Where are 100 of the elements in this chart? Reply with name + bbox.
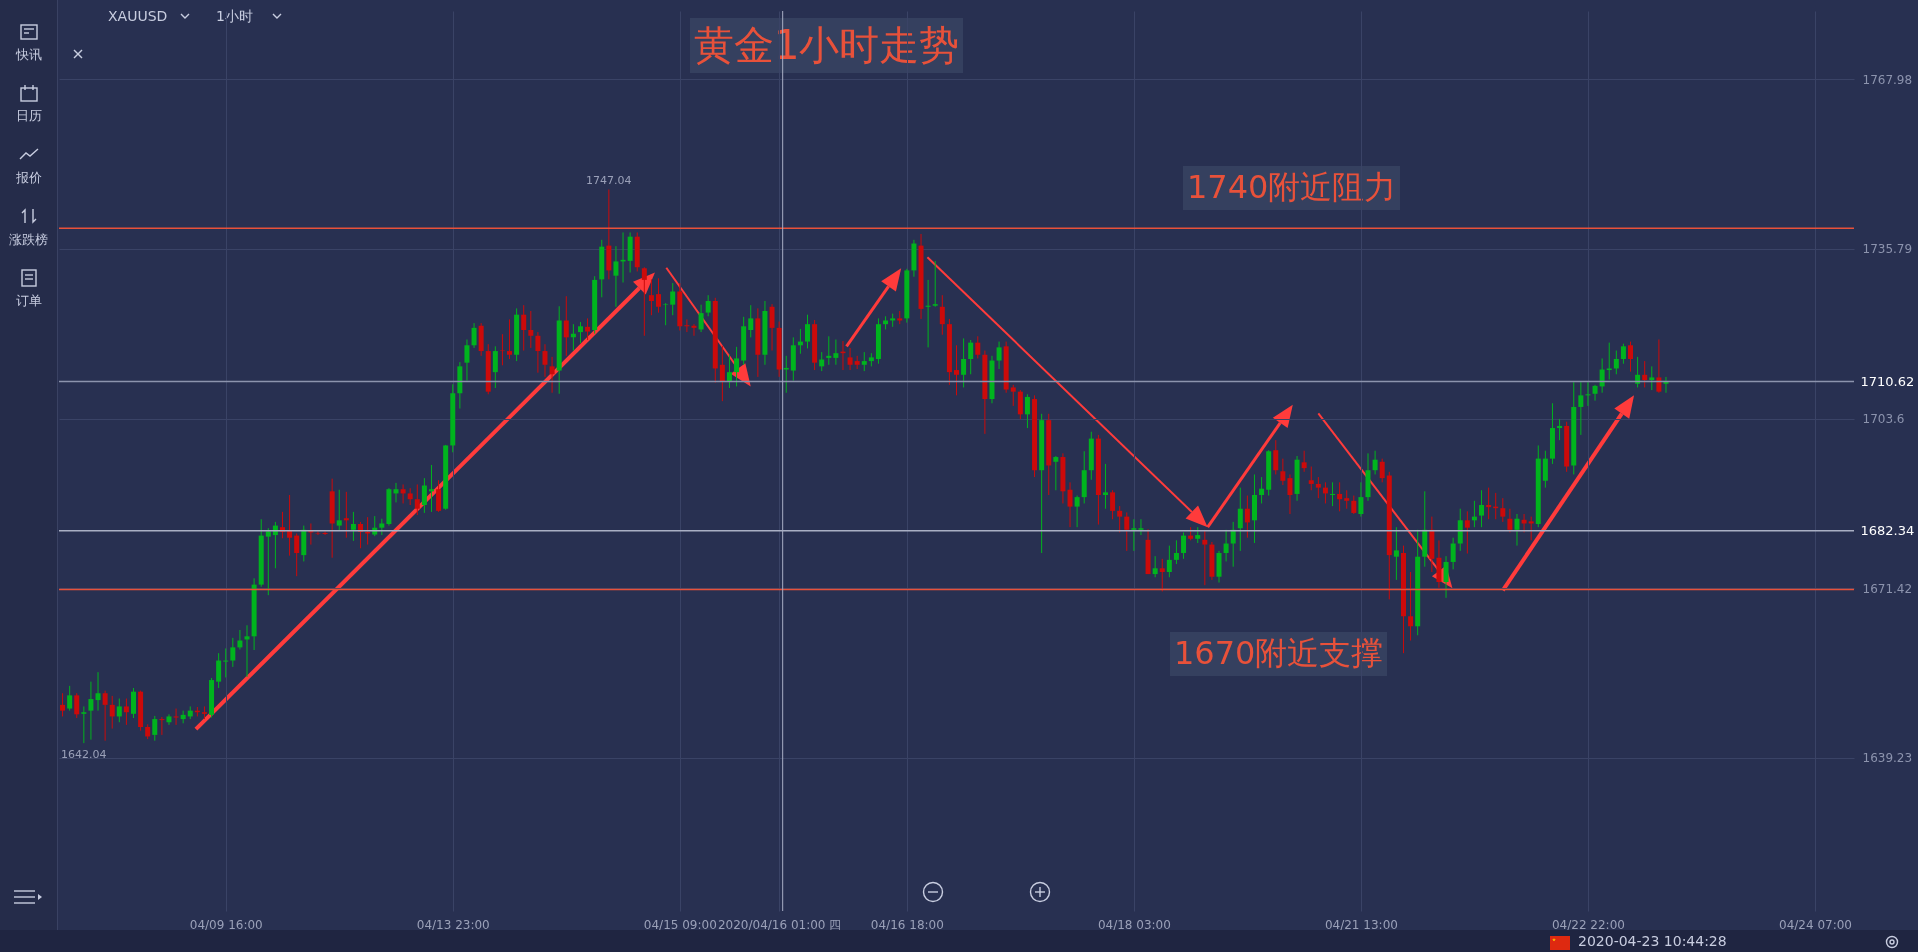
candlestick: [1330, 481, 1336, 507]
candlestick: [1259, 476, 1265, 504]
candlestick: [74, 692, 80, 719]
candlestick: [265, 527, 271, 596]
candlestick: [336, 489, 342, 532]
candlestick: [287, 494, 293, 557]
candlestick: [932, 260, 938, 308]
candlestick: [1507, 508, 1513, 533]
candlestick: [1528, 516, 1534, 541]
candlestick: [1500, 497, 1506, 523]
candlestick: [961, 337, 967, 388]
candlestick: [542, 343, 548, 378]
candlestick: [1280, 458, 1286, 486]
candlestick: [847, 347, 853, 371]
candlestick: [1067, 481, 1073, 528]
candlestick: [670, 282, 676, 316]
candlestick: [1017, 389, 1023, 420]
candlestick: [698, 304, 704, 333]
candlestick: [656, 277, 662, 314]
candlestick: [1166, 545, 1172, 578]
candlestick: [1024, 393, 1030, 429]
candlestick: [1585, 381, 1591, 407]
text: 订单: [14, 292, 43, 310]
annotation: 1740附近阻力: [1183, 166, 1401, 210]
candlestick: [1479, 489, 1485, 528]
y-tick-label: 1703.6: [1862, 412, 1905, 427]
candlestick: [641, 266, 647, 337]
candlestick: [166, 713, 172, 726]
candlestick: [1628, 341, 1634, 373]
candlestick: [1557, 418, 1563, 441]
candlestick: [350, 511, 356, 542]
candlestick: [492, 345, 498, 389]
candlestick: [131, 687, 136, 719]
candlestick: [230, 637, 236, 668]
annotation: XAUUSD: [108, 8, 168, 24]
candlestick: [1337, 481, 1343, 512]
candlestick: [577, 321, 583, 344]
candlestick: [996, 341, 1002, 370]
candlestick: [1642, 360, 1648, 388]
annotation: 1747.04: [586, 173, 632, 187]
candlestick: [1244, 495, 1250, 539]
candlestick: [1138, 518, 1144, 536]
candlestick: [1010, 384, 1016, 407]
text: 涨跌榜: [8, 231, 49, 249]
candlestick: [1464, 510, 1470, 555]
x-tick-label: 04/22 22:00: [1551, 917, 1625, 932]
y-tick-label: 1671.42: [1862, 581, 1913, 596]
candlestick: [244, 624, 250, 678]
candlestick: [1372, 450, 1378, 475]
candlestick: [1649, 365, 1655, 391]
candlestick: [152, 715, 158, 742]
candlestick: [1301, 450, 1307, 473]
annotation: 1642.04: [61, 748, 107, 762]
candlestick: [109, 695, 115, 730]
x-tick-label: 04/15 09:00: [643, 917, 717, 932]
candlestick: [726, 354, 732, 389]
text: 2020-04-23 10:44:28: [1578, 933, 1727, 949]
candlestick: [1315, 476, 1321, 499]
candlestick: [1358, 481, 1364, 518]
candlestick: [116, 698, 122, 723]
y-tick-label: 1735.79: [1862, 242, 1913, 257]
candlestick: [1131, 518, 1137, 552]
y-tick-label: 1639.23: [1862, 751, 1913, 766]
chart-title: 黄金1小时走势: [690, 18, 964, 73]
candlestick: [1117, 505, 1123, 533]
candlestick: [1159, 558, 1165, 592]
candlestick: [684, 318, 690, 333]
candlestick: [1237, 487, 1243, 552]
candlestick: [705, 294, 711, 317]
candlestick: [81, 705, 87, 744]
candlestick: [535, 331, 541, 374]
candlestick: [1578, 381, 1584, 436]
candlestick: [1408, 571, 1414, 642]
candlestick: [563, 295, 569, 357]
candlestick: [428, 464, 434, 513]
candlestick: [939, 294, 945, 336]
candlestick: [968, 339, 974, 375]
candlestick: [1230, 521, 1236, 568]
candlestick: [585, 317, 591, 341]
candlestick: [1273, 439, 1279, 475]
candlestick: [159, 716, 165, 736]
candlestick: [294, 533, 300, 577]
candlestick: [393, 482, 399, 503]
candlestick: [1102, 463, 1108, 510]
candlestick: [925, 279, 931, 348]
candlestick: [1223, 529, 1229, 562]
candlestick: [1216, 550, 1222, 584]
candlestick: [861, 351, 867, 372]
candlestick: [1173, 539, 1179, 565]
candlestick: [1542, 450, 1548, 489]
x-tick-label: 04/24 07:00: [1778, 917, 1852, 932]
candlestick: [1457, 508, 1463, 552]
candlestick: [1287, 473, 1293, 515]
candlestick: [648, 278, 654, 316]
candlestick: [102, 690, 108, 742]
candlestick: [521, 304, 527, 352]
x-tick-label: 04/16 18:00: [870, 917, 944, 932]
candlestick: [1181, 531, 1187, 560]
candlestick: [1202, 529, 1208, 586]
candlestick: [549, 356, 555, 394]
